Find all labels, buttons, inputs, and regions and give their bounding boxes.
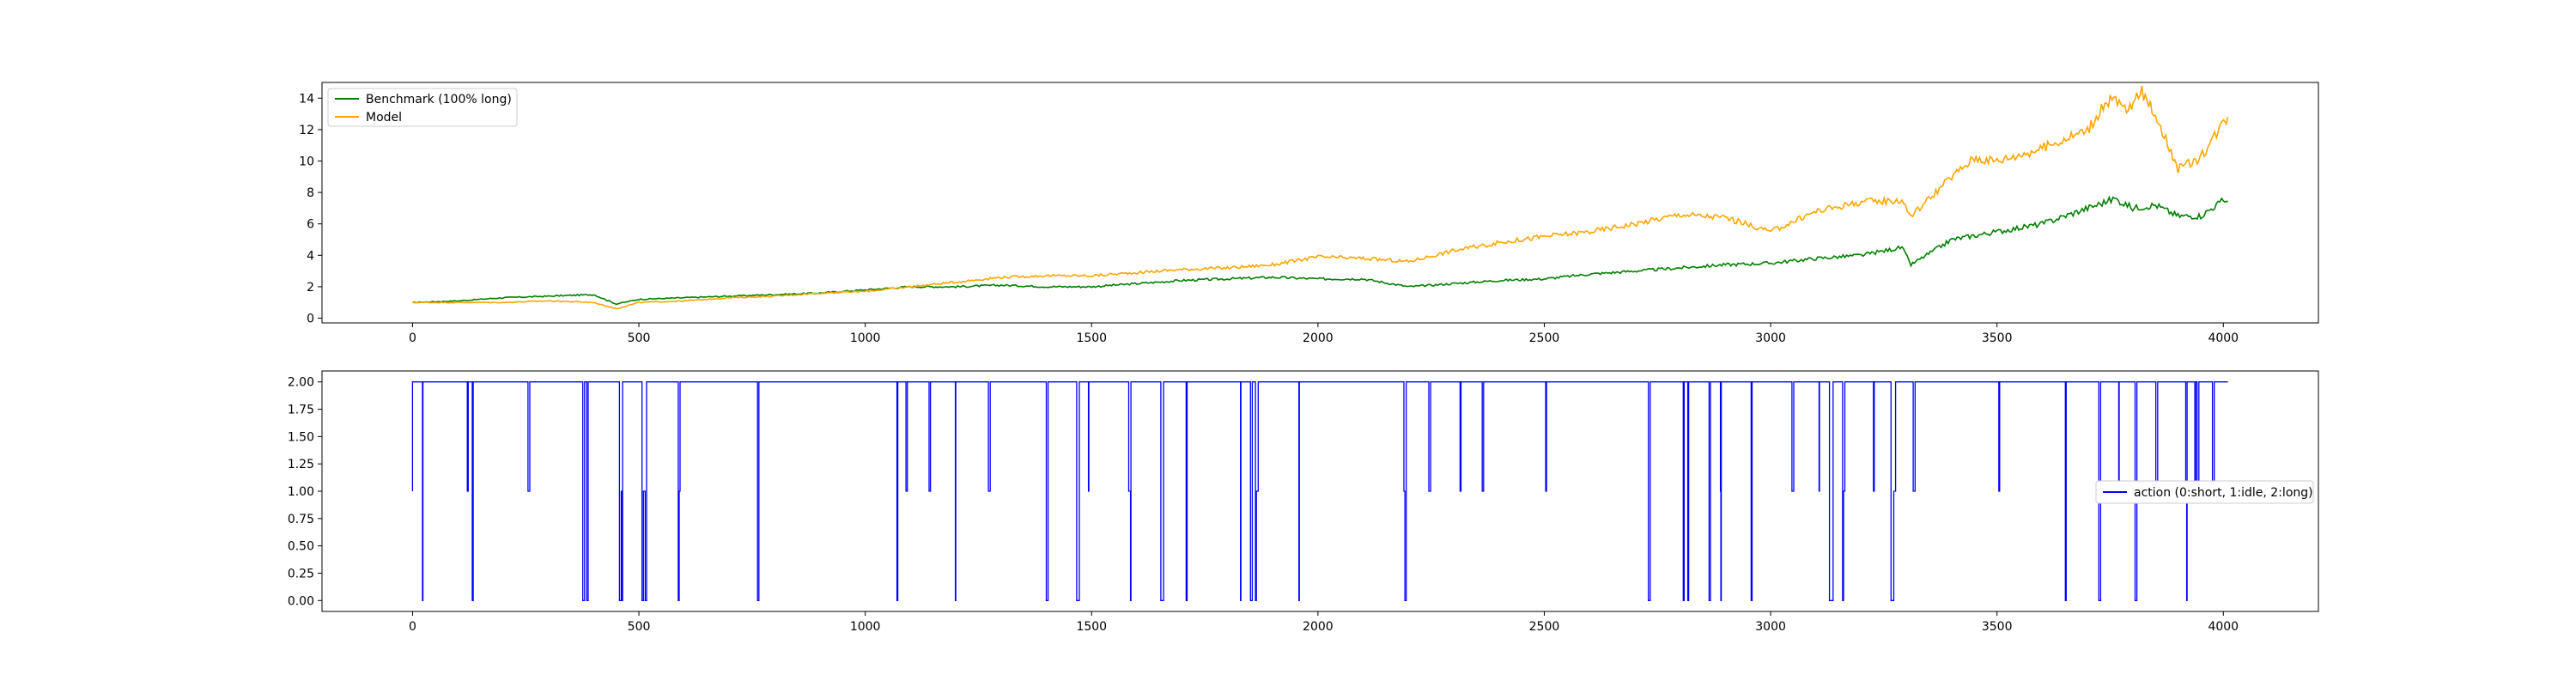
x-tick-label: 4000 bbox=[2208, 620, 2239, 634]
y-tick-label: 1.75 bbox=[288, 404, 314, 417]
y-tick-label: 0.00 bbox=[288, 594, 314, 608]
action-step-line bbox=[411, 381, 2228, 601]
legend-label-benchmark: Benchmark (100% long) bbox=[366, 93, 512, 106]
x-tick-label: 3500 bbox=[1982, 620, 2013, 634]
top-plot: 0 500 1000 1500 2000 2500 3000 3500 4000 0 2 4 6 8 10… bbox=[299, 82, 2319, 345]
y-tick-label: 8 bbox=[307, 186, 314, 200]
top-y-axis: 0 2 4 6 8 10 12 14 bbox=[299, 92, 322, 326]
x-tick-label: 1500 bbox=[1076, 620, 1107, 634]
x-tick-label: 1000 bbox=[850, 620, 881, 634]
x-tick-label: 2000 bbox=[1303, 620, 1334, 634]
top-plot-frame bbox=[321, 82, 2319, 324]
bottom-legend: action (0:short, 1:idle, 2:long) bbox=[2095, 480, 2314, 504]
x-tick-label: 500 bbox=[628, 620, 651, 634]
top-series-group bbox=[412, 85, 2229, 310]
x-tick-label: 2500 bbox=[1529, 331, 1560, 345]
x-tick-label: 500 bbox=[628, 331, 651, 345]
x-tick-label: 4000 bbox=[2208, 331, 2239, 345]
legend-label-action: action (0:short, 1:idle, 2:long) bbox=[2134, 486, 2313, 500]
top-legend: Benchmark (100% long) Model bbox=[327, 88, 518, 127]
y-tick-label: 2 bbox=[307, 281, 314, 295]
y-tick-label: 0.75 bbox=[288, 513, 314, 526]
x-tick-label: 1500 bbox=[1076, 331, 1107, 345]
series-line-0 bbox=[412, 195, 2228, 306]
x-tick-label: 3000 bbox=[1755, 331, 1786, 345]
x-tick-label: 1000 bbox=[850, 331, 881, 345]
x-tick-label: 3500 bbox=[1982, 331, 2013, 345]
y-tick-label: 4 bbox=[307, 249, 314, 263]
top-legend-box bbox=[327, 88, 518, 127]
bottom-plot: 0 500 1000 1500 2000 2500 3000 3500 4000 0.00 0.2… bbox=[288, 370, 2319, 634]
x-tick-label: 2500 bbox=[1529, 620, 1560, 634]
legend-label-model: Model bbox=[366, 111, 402, 125]
x-tick-label: 0 bbox=[409, 331, 416, 345]
bottom-y-axis: 0.00 0.25 0.50 0.75 1.00 1.25 1.50 1.75 2.00 bbox=[288, 376, 322, 608]
bottom-legend-box bbox=[2095, 480, 2314, 504]
top-x-axis: 0 500 1000 1500 2000 2500 3000 3500 4000 bbox=[409, 323, 2239, 345]
y-tick-label: 1.00 bbox=[288, 485, 314, 499]
bottom-series-group bbox=[411, 381, 2228, 601]
y-tick-label: 1.25 bbox=[288, 458, 314, 471]
y-tick-label: 0.50 bbox=[288, 540, 314, 554]
y-tick-label: 10 bbox=[299, 155, 314, 169]
series-line-1 bbox=[412, 85, 2229, 310]
x-tick-label: 2000 bbox=[1303, 331, 1334, 345]
bottom-x-axis: 0 500 1000 1500 2000 2500 3000 3500 4000 bbox=[409, 611, 2239, 634]
y-tick-label: 6 bbox=[307, 218, 314, 232]
y-tick-label: 14 bbox=[299, 92, 314, 106]
y-tick-label: 0 bbox=[307, 313, 314, 326]
y-tick-label: 1.50 bbox=[288, 430, 314, 444]
y-tick-label: 0.25 bbox=[288, 567, 314, 581]
x-tick-label: 3000 bbox=[1755, 620, 1786, 634]
x-tick-label: 0 bbox=[409, 620, 416, 634]
y-tick-label: 2.00 bbox=[288, 376, 314, 390]
y-tick-label: 12 bbox=[299, 124, 314, 137]
